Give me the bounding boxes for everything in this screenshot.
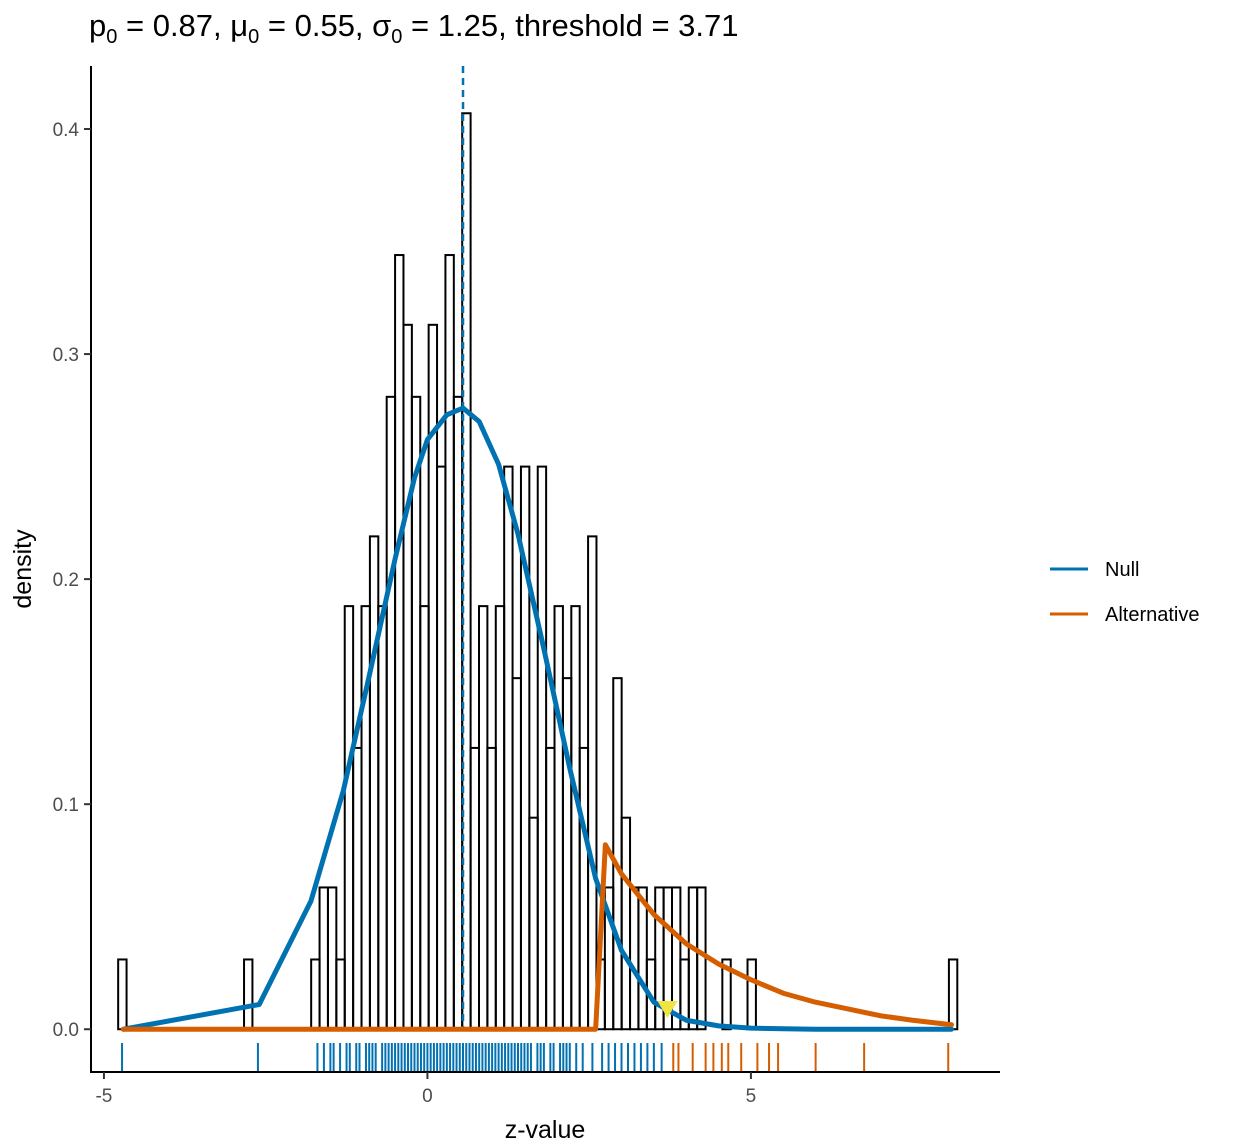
curve-null [120, 405, 954, 1032]
x-tick-label: -5 [95, 1086, 112, 1107]
histogram-bar [343, 605, 355, 1031]
title-sigma-symbol: σ [372, 8, 391, 43]
histogram-bar [637, 886, 648, 1031]
histogram-bar [511, 677, 522, 1031]
y-tick-label: 0.3 [53, 345, 79, 366]
curve-alternative [120, 842, 954, 1032]
histogram-bar [671, 886, 682, 1031]
title-sigma-value: = 1.25, threshold = 3.71 [402, 8, 738, 43]
histogram-bar [687, 886, 699, 1031]
chart-title: p0 = 0.87, μ0 = 0.55, σ0 = 1.25, thresho… [89, 8, 739, 48]
histogram-bar [478, 605, 489, 1031]
histogram-bar [117, 958, 128, 1031]
legend-label-alternative: Alternative [1105, 604, 1200, 626]
histogram-bar [553, 605, 564, 1031]
histogram-bar [310, 958, 321, 1031]
histogram-bars [117, 112, 959, 1031]
x-tick-label: 0 [422, 1086, 433, 1107]
histogram-bar [620, 816, 632, 1031]
histogram-bar [696, 886, 707, 1031]
histogram-bar [385, 395, 397, 1031]
title-p-subscript: 0 [106, 26, 117, 48]
histogram-bar [368, 535, 380, 1031]
histogram-bar [436, 465, 447, 1031]
histogram-bar [469, 746, 480, 1031]
threshold-marker-layer [657, 1000, 678, 1018]
histogram-bar [947, 958, 959, 1031]
histogram-bar [444, 254, 455, 1031]
y-axis-title: density [9, 529, 37, 609]
y-tick-label: 0.0 [53, 1020, 79, 1041]
histogram-bar [486, 746, 497, 1031]
threshold-marker [657, 1000, 678, 1018]
title-mu-subscript: 0 [248, 26, 259, 48]
histogram-bar [452, 395, 464, 1031]
y-tick-label: 0.2 [53, 570, 79, 591]
histogram-bar [721, 958, 732, 1031]
histogram-bar [352, 746, 363, 1031]
histogram-bar [536, 465, 548, 1031]
histogram-bar [578, 746, 590, 1031]
histogram-bar [545, 746, 556, 1031]
histogram-bar [326, 886, 338, 1031]
histogram-bar [612, 677, 623, 1031]
histogram-bar [528, 816, 539, 1031]
y-tick-label: 0.1 [53, 795, 79, 816]
x-axis-title: z-value [505, 1116, 586, 1144]
y-tick-label: 0.4 [53, 120, 80, 141]
histogram-bar [629, 886, 640, 1031]
title-mu-symbol: μ [230, 8, 248, 43]
legend-label-null: Null [1105, 559, 1139, 581]
histogram-bar [402, 323, 413, 1031]
title-sigma-subscript: 0 [391, 26, 402, 48]
histogram-bar [318, 886, 329, 1031]
y-axis-ticks: 0.0 0.1 0.2 0.3 0.4 [53, 120, 91, 1041]
histogram-bar [394, 254, 405, 1031]
x-axis-ticks: -5 0 5 [95, 1072, 756, 1107]
density-curves [120, 405, 954, 1032]
legend: Null Alternative [1050, 559, 1200, 626]
histogram-bar [570, 605, 581, 1031]
histogram-bar [746, 958, 757, 1031]
histogram-bar [243, 958, 254, 1031]
histogram-bar [335, 958, 346, 1031]
histogram-bar [587, 535, 598, 1031]
histogram-bar [419, 605, 430, 1031]
histogram-bar [494, 605, 506, 1031]
title-p-symbol: p [89, 8, 106, 43]
title-mu-value: = 0.55, [259, 8, 372, 43]
x-tick-label: 5 [746, 1086, 757, 1107]
rug-marks [121, 1043, 950, 1071]
title-p-value: = 0.87, [117, 8, 230, 43]
histogram-bar [503, 465, 514, 1031]
histogram-bar [377, 605, 388, 1031]
